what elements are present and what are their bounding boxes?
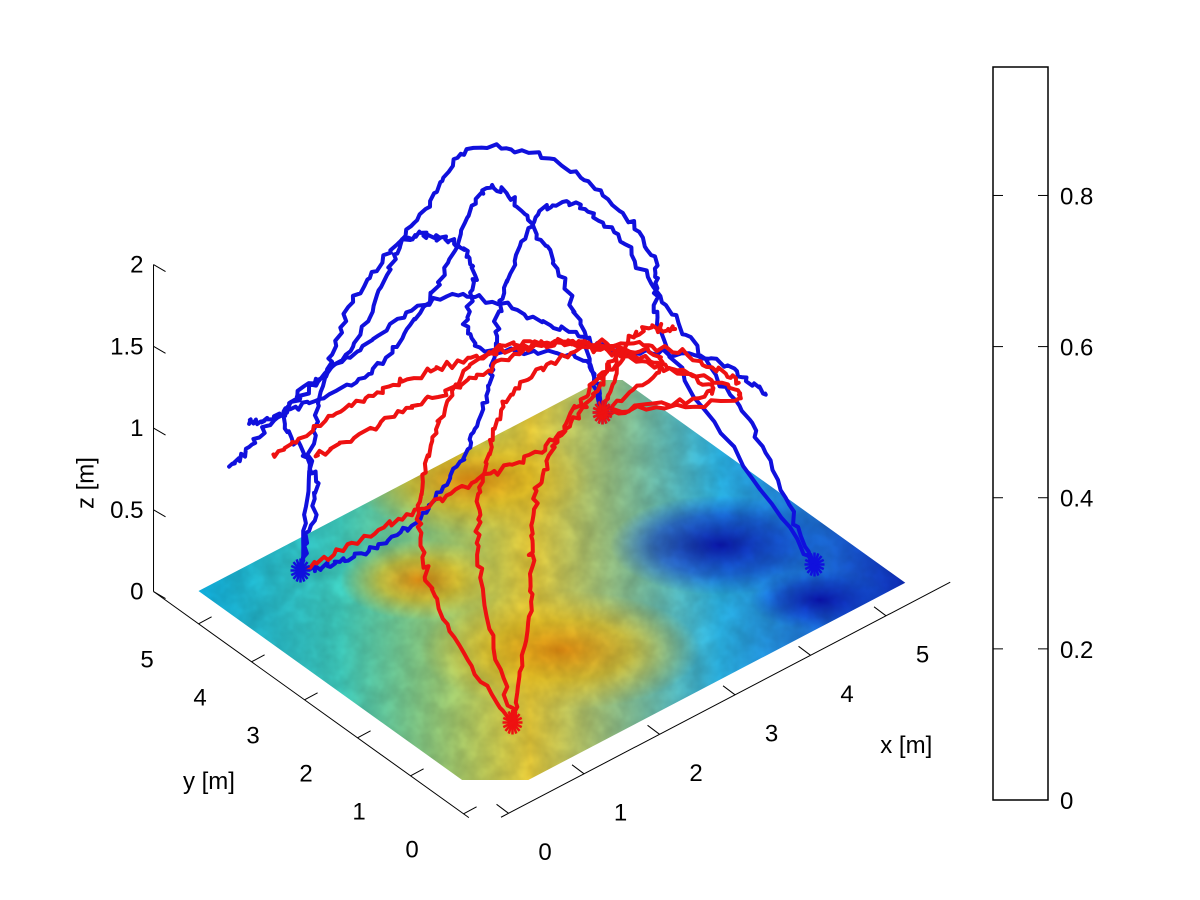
y-tick-label: 5 [140, 647, 153, 674]
colorbar-box [992, 66, 1049, 801]
z-tick [153, 345, 166, 354]
x-tick-label: 1 [614, 800, 627, 827]
y-axis-line [153, 591, 470, 819]
star-marker-stroke [502, 716, 523, 729]
y-tick [410, 768, 424, 777]
y-tick [463, 806, 477, 815]
trajectories [227, 142, 817, 728]
x-tick [496, 803, 509, 814]
colorbar-tick-label: 0.4 [1060, 486, 1093, 513]
colorbar: 0 0.2 0.4 0.6 0.8 [992, 66, 1093, 815]
y-tick-label: 4 [193, 685, 206, 712]
red-star-marker [592, 400, 613, 425]
colorbar-tick-label: 0.6 [1060, 335, 1093, 362]
x-axis-label: x [m] [880, 732, 932, 759]
star-marker-stroke [592, 406, 613, 419]
x-tick-label: 0 [538, 839, 551, 866]
z-tick-label: 2 [130, 252, 143, 279]
blue-trajectory [227, 291, 768, 469]
x-tick-label: 4 [840, 681, 853, 708]
y-tick [198, 616, 212, 625]
z-tick [153, 509, 166, 518]
z-tick [153, 264, 166, 272]
x-tick-label: 5 [916, 642, 929, 669]
y-tick-label: 3 [246, 723, 259, 750]
red-trajectory [473, 343, 743, 728]
x-tick-label: 3 [765, 721, 778, 748]
start-markers [290, 400, 825, 735]
colorbar-tick-label: 0 [1060, 788, 1073, 815]
x-axis-line [500, 581, 951, 818]
z-axis-label: z [m] [73, 457, 100, 509]
z-tick-label: 1 [130, 415, 143, 442]
star-marker-stroke [290, 564, 311, 577]
z-tick-label: 0.5 [110, 497, 143, 524]
blue-trajectory [299, 142, 817, 571]
star-marker-stroke [804, 558, 825, 571]
blue-trajectory [247, 183, 608, 427]
y-tick-label: 1 [352, 799, 365, 826]
z-tick [153, 591, 166, 599]
colorbar-tick-label: 0.2 [1060, 637, 1093, 664]
colorbar-tick-label: 0.8 [1060, 183, 1093, 210]
x-tick [873, 606, 887, 617]
y-tick-label: 2 [299, 761, 312, 788]
red-trajectory [414, 338, 665, 727]
y-tick [357, 730, 371, 739]
y-tick [304, 692, 318, 701]
z-tick-label: 1.5 [110, 333, 143, 360]
x-tick [647, 724, 660, 735]
y-axis-label: y [m] [183, 768, 235, 795]
red-star-marker [502, 710, 523, 735]
red-trajectory [271, 337, 741, 459]
y-tick-label: 0 [405, 837, 418, 864]
z-tick-label: 0 [130, 579, 143, 606]
blue-star-marker [804, 552, 825, 577]
axes-3d: 0 1 2 3 4 5 0 1 2 3 4 5 0 0.5 1 1.5 2 x [m] y [m] z [m] [73, 252, 951, 866]
x-tick [571, 764, 585, 775]
red-trajectory [295, 322, 678, 575]
x-tick [798, 645, 811, 656]
y-tick [251, 654, 265, 663]
z-tick [153, 427, 166, 436]
blue-star-marker [290, 558, 311, 583]
x-tick [722, 685, 736, 696]
x-tick-label: 2 [689, 760, 702, 787]
